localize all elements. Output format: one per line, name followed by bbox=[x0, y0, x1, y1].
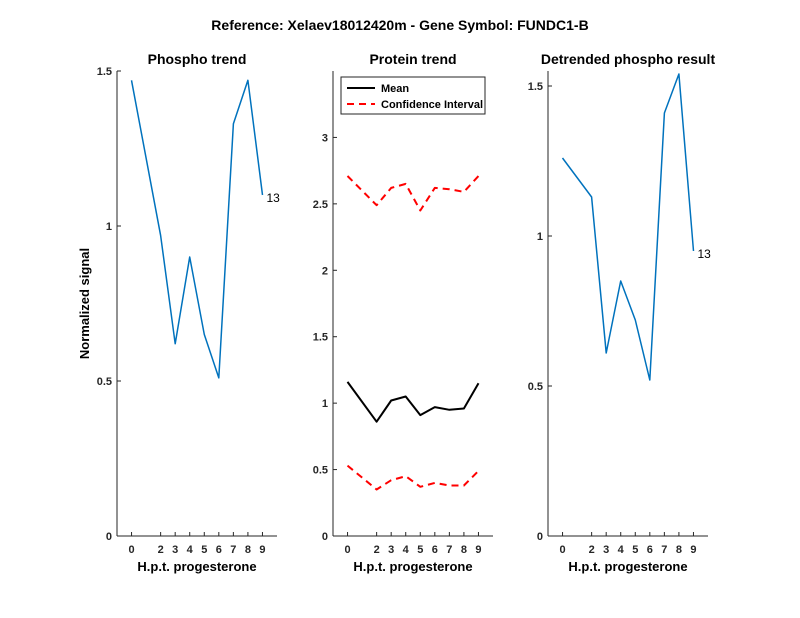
x-tick-label: 0 bbox=[559, 544, 565, 556]
x-tick-label: 0 bbox=[128, 544, 134, 556]
x-tick-label: 3 bbox=[388, 544, 394, 556]
series-line bbox=[130, 79, 264, 379]
confidence-interval-line bbox=[346, 175, 480, 212]
x-axis-label: H.p.t. progesterone bbox=[137, 559, 256, 574]
end-label: 13 bbox=[697, 247, 711, 261]
chart-title: Protein trend bbox=[369, 51, 456, 67]
x-tick-label: 8 bbox=[461, 544, 467, 556]
x-tick-label: 9 bbox=[690, 544, 696, 556]
y-tick-label: 1.5 bbox=[313, 332, 328, 344]
x-tick-label: 5 bbox=[417, 544, 423, 556]
end-label: 13 bbox=[266, 191, 280, 205]
chart-title: Phospho trend bbox=[148, 51, 247, 67]
chart-title: Detrended phospho result bbox=[541, 51, 716, 67]
x-tick-label: 9 bbox=[259, 544, 265, 556]
y-tick-label: 1 bbox=[322, 398, 328, 410]
x-tick-label: 2 bbox=[158, 544, 164, 556]
y-axis-label: Normalized signal bbox=[77, 248, 92, 359]
y-tick-label: 0 bbox=[322, 531, 328, 543]
chart-panel-1: 0 2 3 4 5 6 7 8 9 0 0.5 1 1.5 Phospho trend H.p.t. pro… bbox=[77, 51, 280, 574]
figure-title: Reference: Xelaev18012420m - Gene Symbol… bbox=[211, 17, 588, 33]
x-tick-label: 5 bbox=[632, 544, 638, 556]
chart-panel-3: 0 2 3 4 5 6 7 8 9 0 0.5 1 1.5 Detrended phospho resul… bbox=[528, 51, 716, 574]
y-tick-label: 0 bbox=[106, 531, 112, 543]
x-tick-label: 2 bbox=[589, 544, 595, 556]
x-tick-label: 7 bbox=[661, 544, 667, 556]
x-tick-label: 5 bbox=[201, 544, 207, 556]
x-tick-label: 4 bbox=[403, 544, 410, 556]
confidence-interval-line bbox=[346, 464, 480, 491]
legend-label: Confidence Interval bbox=[381, 99, 483, 111]
y-tick-label: 0 bbox=[537, 531, 543, 543]
x-tick-label: 6 bbox=[216, 544, 222, 556]
x-tick-label: 9 bbox=[475, 544, 481, 556]
x-tick-label: 7 bbox=[230, 544, 236, 556]
x-tick-label: 8 bbox=[676, 544, 682, 556]
x-tick-label: 7 bbox=[446, 544, 452, 556]
y-tick-label: 0.5 bbox=[313, 465, 328, 477]
y-tick-label: 1 bbox=[537, 231, 543, 243]
series-line bbox=[561, 73, 695, 381]
y-tick-label: 2 bbox=[322, 265, 328, 277]
x-tick-label: 3 bbox=[172, 544, 178, 556]
x-tick-label: 4 bbox=[618, 544, 625, 556]
x-tick-label: 2 bbox=[374, 544, 380, 556]
x-axis-label: H.p.t. progesterone bbox=[568, 559, 687, 574]
x-tick-label: 6 bbox=[647, 544, 653, 556]
x-tick-label: 0 bbox=[344, 544, 350, 556]
mean-line bbox=[346, 381, 480, 423]
legend bbox=[340, 76, 486, 115]
x-tick-label: 8 bbox=[245, 544, 251, 556]
x-tick-label: 6 bbox=[432, 544, 438, 556]
x-axis-label: H.p.t. progesterone bbox=[353, 559, 472, 574]
x-tick-label: 4 bbox=[187, 544, 194, 556]
y-tick-label: 2.5 bbox=[313, 199, 328, 211]
y-tick-label: 3 bbox=[322, 132, 328, 144]
y-tick-label: 0.5 bbox=[528, 381, 543, 393]
legend-label: Mean bbox=[381, 83, 409, 95]
y-tick-label: 0.5 bbox=[97, 376, 112, 388]
x-tick-label: 3 bbox=[603, 544, 609, 556]
y-tick-label: 1.5 bbox=[97, 66, 112, 78]
y-tick-label: 1.5 bbox=[528, 81, 543, 93]
y-tick-label: 1 bbox=[106, 221, 112, 233]
